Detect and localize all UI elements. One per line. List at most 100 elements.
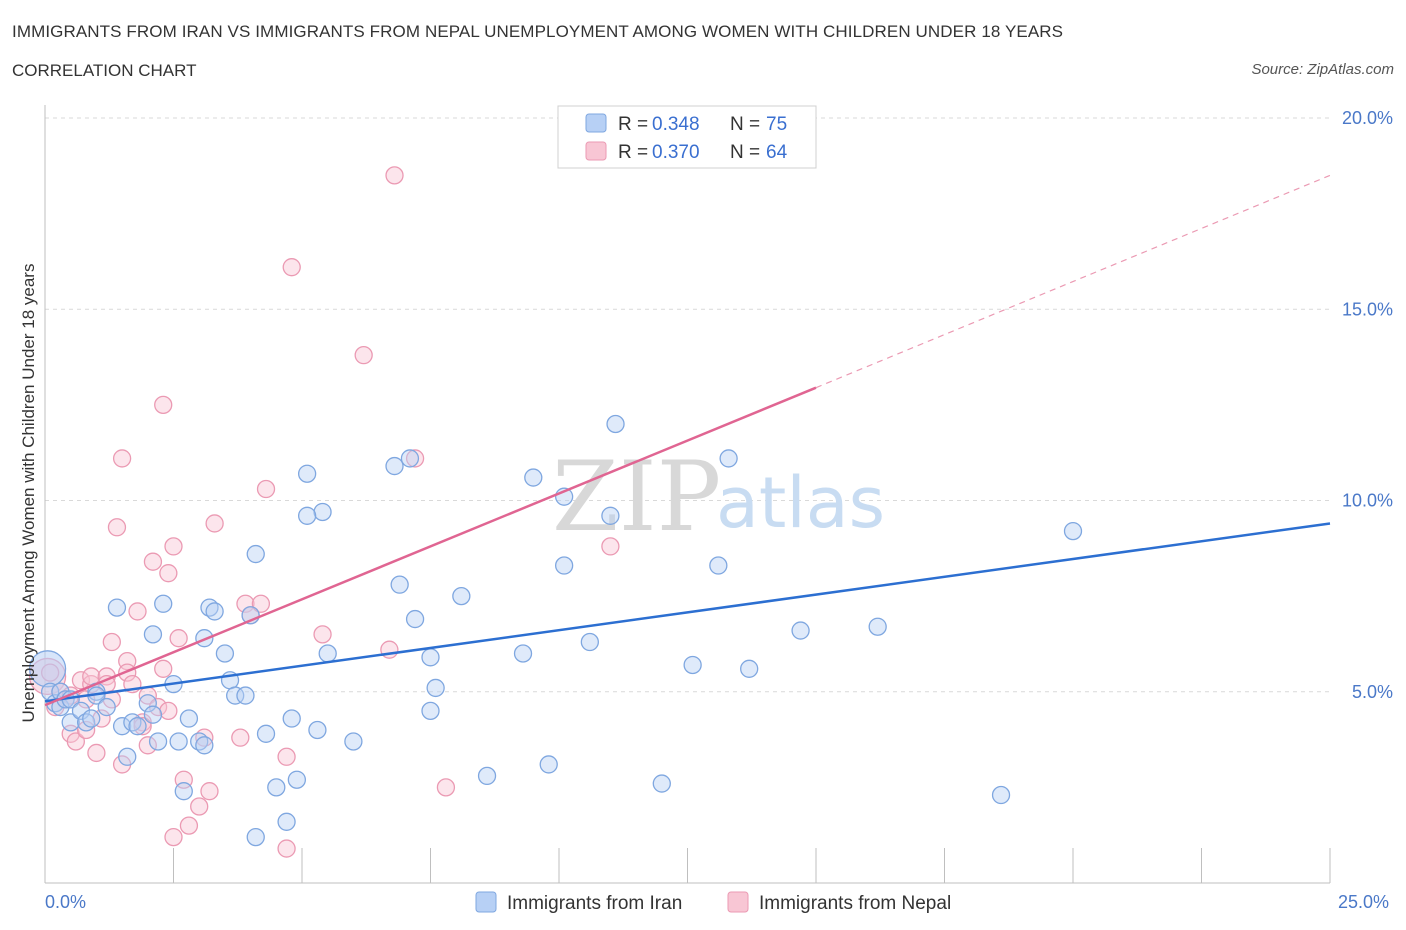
y-tick-label-2: 15.0% — [1342, 299, 1393, 319]
nepal-point-33 — [154, 659, 173, 678]
nepal-point-37 — [164, 537, 183, 556]
iran-point-61 — [524, 468, 543, 487]
iran-point-20 — [143, 705, 163, 724]
series-iran-points — [28, 414, 1083, 847]
legend-nepal-r-value: 0.370 — [652, 142, 700, 163]
nepal-point-52 — [282, 258, 301, 277]
chart-title: IMMIGRANTS FROM IRAN VS IMMIGRANTS FROM … — [12, 22, 1064, 41]
iran-point-55 — [421, 648, 440, 667]
source-credit: Source: ZipAtlas.com — [1251, 61, 1394, 78]
legend-bottom-nepal-swatch — [727, 891, 749, 913]
iran-point-16 — [118, 747, 137, 766]
nepal-point-35 — [159, 564, 178, 583]
legend-iran-swatch — [585, 113, 607, 133]
iran-point-13 — [97, 697, 116, 717]
watermark-atlas: atlas — [716, 462, 885, 544]
iran-point-58 — [452, 586, 471, 606]
iran-point-70 — [709, 556, 728, 575]
trend-lines — [44, 174, 1331, 707]
iran-point-8 — [71, 701, 91, 721]
iran-point-33 — [215, 644, 235, 663]
iran-point-21 — [143, 625, 163, 644]
iran-point-74 — [868, 617, 887, 636]
iran-point-42 — [277, 812, 296, 831]
nepal-trend-line — [44, 386, 817, 707]
iran-point-38 — [246, 827, 265, 847]
iran-point-46 — [308, 720, 327, 740]
iran-point-36 — [236, 686, 255, 705]
iran-trend-line — [44, 522, 1331, 703]
iran-point-45 — [297, 464, 317, 483]
nepal-point-45 — [231, 728, 250, 747]
iran-point-25 — [169, 732, 188, 751]
iran-point-39 — [246, 544, 265, 564]
legend-nepal-r-label: R = — [618, 142, 648, 163]
legend-bottom-iran-swatch — [475, 891, 497, 913]
legend-bottom-nepal-label: Immigrants from Nepal — [759, 893, 951, 914]
nepal-point-59 — [601, 537, 620, 556]
nepal-point-7 — [66, 732, 85, 751]
iran-point-0 — [28, 650, 67, 688]
iran-point-50 — [344, 732, 363, 751]
nepal-point-8 — [71, 671, 91, 690]
iran-point-72 — [740, 659, 759, 678]
iran-point-27 — [179, 709, 199, 728]
x-tick-label-min: 0.0% — [45, 892, 86, 912]
nepal-point-10 — [76, 720, 96, 740]
iran-point-48 — [318, 644, 337, 663]
iran-point-49 — [297, 506, 317, 525]
legend-iran-r-value: 0.348 — [652, 114, 700, 135]
nepal-point-55 — [385, 166, 404, 185]
iran-point-65 — [580, 632, 599, 652]
iran-point-15 — [112, 717, 132, 736]
watermark: ZIP atlas — [552, 441, 885, 553]
legend-iran-n-value: 75 — [766, 114, 787, 135]
nepal-point-21 — [112, 449, 132, 468]
iran-point-53 — [400, 449, 420, 468]
iran-point-71 — [719, 449, 738, 468]
iran-point-18 — [128, 717, 147, 736]
iran-point-44 — [287, 770, 307, 789]
legend-iran-r-label: R = — [618, 114, 648, 135]
iran-point-57 — [421, 701, 440, 721]
chart-subtitle: CORRELATION CHART — [12, 61, 197, 80]
y-axis-label: Unemployment Among Women with Children U… — [19, 264, 38, 723]
iran-point-29 — [195, 736, 214, 755]
iran-point-63 — [554, 556, 574, 575]
iran-point-35 — [226, 686, 245, 705]
y-tick-label-0: 5.0% — [1352, 682, 1393, 702]
iran-point-62 — [539, 755, 558, 774]
iran-point-22 — [148, 732, 168, 751]
nepal-point-32 — [154, 395, 173, 415]
nepal-point-13 — [87, 743, 106, 763]
iran-point-54 — [405, 609, 425, 629]
iran-point-76 — [1063, 521, 1083, 541]
nepal-point-36 — [164, 827, 183, 847]
legend-top: R = 0.348 N = 75 R = 0.370 N = 64 — [557, 105, 817, 169]
nepal-point-50 — [277, 747, 296, 766]
nepal-point-46 — [236, 594, 255, 613]
watermark-zip: ZIP — [552, 441, 721, 553]
iran-point-40 — [256, 724, 276, 743]
y-tick-label-1: 10.0% — [1342, 491, 1393, 511]
iran-point-41 — [267, 778, 286, 797]
nepal-point-41 — [190, 797, 209, 816]
legend-bottom-iran-label: Immigrants from Iran — [507, 893, 682, 914]
iran-point-75 — [991, 785, 1011, 805]
iran-point-47 — [313, 502, 332, 522]
legend-nepal-n-label: N = — [730, 142, 760, 163]
iran-point-67 — [606, 414, 625, 434]
y-tick-label-3: 20.0% — [1342, 108, 1393, 128]
nepal-point-49 — [256, 479, 276, 499]
iran-point-69 — [683, 655, 702, 675]
nepal-point-54 — [354, 345, 373, 365]
nepal-point-57 — [405, 449, 425, 468]
nepal-point-29 — [138, 736, 157, 755]
legend-iran-n-label: N = — [730, 114, 760, 135]
nepal-point-43 — [200, 782, 219, 801]
iran-point-10 — [82, 709, 101, 728]
axes — [44, 105, 1331, 884]
nepal-point-19 — [107, 518, 127, 537]
iran-point-7 — [61, 713, 80, 732]
nepal-point-18 — [102, 632, 121, 652]
